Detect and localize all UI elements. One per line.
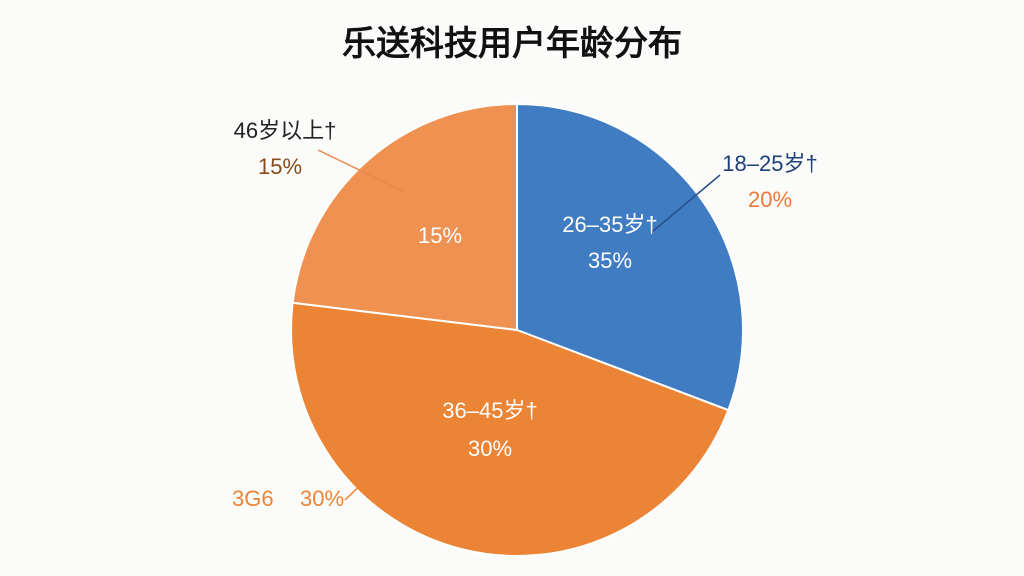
annotation: 30%: [468, 436, 512, 461]
annotation: 15%: [418, 223, 462, 248]
data-label: 20%: [748, 187, 792, 212]
leader-line: [344, 467, 379, 501]
data-label: 30%: [300, 486, 344, 511]
pie-slice: [516, 102, 744, 412]
data-label: 15%: [258, 154, 302, 179]
pie-slice: [290, 301, 730, 557]
annotation: 35%: [588, 248, 632, 273]
annotation: 26–35岁†: [562, 212, 657, 237]
leader-line: [317, 149, 406, 193]
leader-line: [651, 174, 721, 233]
pie-slice: [291, 102, 518, 332]
legend-label: 3G6: [232, 486, 274, 511]
annotation: 36–45岁†: [442, 398, 537, 423]
legend-label: 46岁以上†: [234, 118, 337, 143]
pie: [290, 102, 744, 557]
legend-label: 18–25岁†: [722, 151, 817, 176]
chart-title: 乐送科技用户年龄分布: [342, 25, 682, 63]
